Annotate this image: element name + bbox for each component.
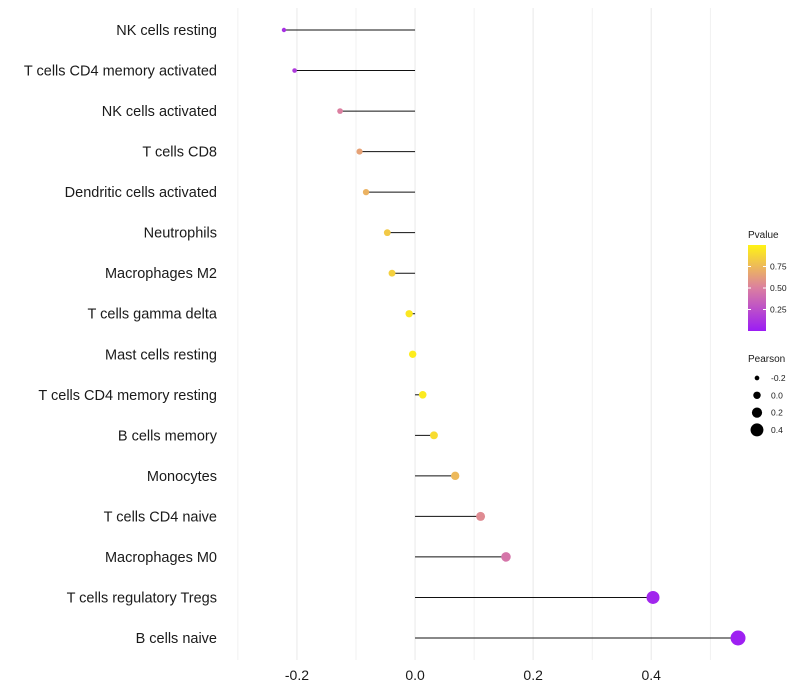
size-legend-dot [754, 375, 760, 381]
data-point [730, 630, 746, 646]
category-label: Mast cells resting [105, 347, 217, 363]
category-labels: NK cells resting T cells CD4 memory activ… [24, 23, 218, 647]
category-label: T cells CD4 memory activated [24, 64, 217, 80]
legend-colorbar [748, 245, 766, 331]
x-tick-label: 0.0 [405, 667, 425, 683]
category-label: B cells memory [118, 428, 218, 444]
data-point [356, 148, 363, 155]
category-label: T cells CD8 [142, 145, 217, 161]
data-point [388, 269, 396, 277]
size-legend-label: -0.2 [771, 373, 786, 383]
data-point [646, 590, 660, 604]
colorbar-tick-label: 0.25 [770, 305, 787, 315]
data-point [476, 511, 486, 521]
x-axis-ticks: -0.2 0.0 0.2 0.4 [285, 667, 661, 683]
data-point [418, 390, 427, 399]
category-label: Monocytes [147, 469, 217, 485]
colorbar-tick-label: 0.75 [770, 262, 787, 272]
legend: Pvalue 0.25 0.50 0.75 Pearson -0.2 0.0 0.2 0.… [748, 230, 787, 437]
data-point [337, 108, 343, 114]
category-label: T cells CD4 naive [104, 509, 217, 525]
size-legend-dot [753, 391, 761, 400]
x-tick-label: 0.2 [523, 667, 543, 683]
category-label: T cells regulatory Tregs [67, 590, 217, 606]
data-point [362, 188, 370, 196]
category-label: NK cells resting [116, 23, 217, 39]
category-label: Neutrophils [144, 226, 217, 242]
data-point [408, 350, 417, 358]
category-label: T cells gamma delta [88, 307, 218, 323]
category-label: NK cells activated [102, 104, 217, 120]
size-legend-label: 0.2 [771, 408, 783, 418]
x-tick-label: 0.4 [642, 667, 662, 683]
data-point [281, 27, 287, 33]
grid-lines [237, 8, 711, 660]
stems [283, 29, 739, 639]
category-label: Macrophages M0 [105, 550, 217, 566]
legend-size-title: Pearson [748, 354, 785, 365]
data-point [383, 229, 391, 237]
points [281, 27, 746, 646]
category-label: B cells naive [136, 631, 217, 647]
legend-color-title: Pvalue [748, 230, 779, 241]
colorbar-tick-label: 0.50 [770, 283, 787, 293]
category-label: Macrophages M2 [105, 266, 217, 282]
size-legend-label: 0.4 [771, 425, 783, 435]
data-point [405, 310, 413, 318]
data-point [292, 68, 297, 73]
data-point [430, 431, 438, 440]
size-legend-label: 0.0 [771, 390, 783, 400]
category-label: T cells CD4 memory resting [38, 388, 217, 404]
data-point [501, 552, 511, 562]
size-legend-dot [750, 423, 764, 437]
category-label: Dendritic cells activated [65, 185, 217, 201]
size-legend-dot [751, 407, 763, 418]
x-tick-label: -0.2 [285, 667, 309, 683]
data-point [451, 471, 460, 481]
